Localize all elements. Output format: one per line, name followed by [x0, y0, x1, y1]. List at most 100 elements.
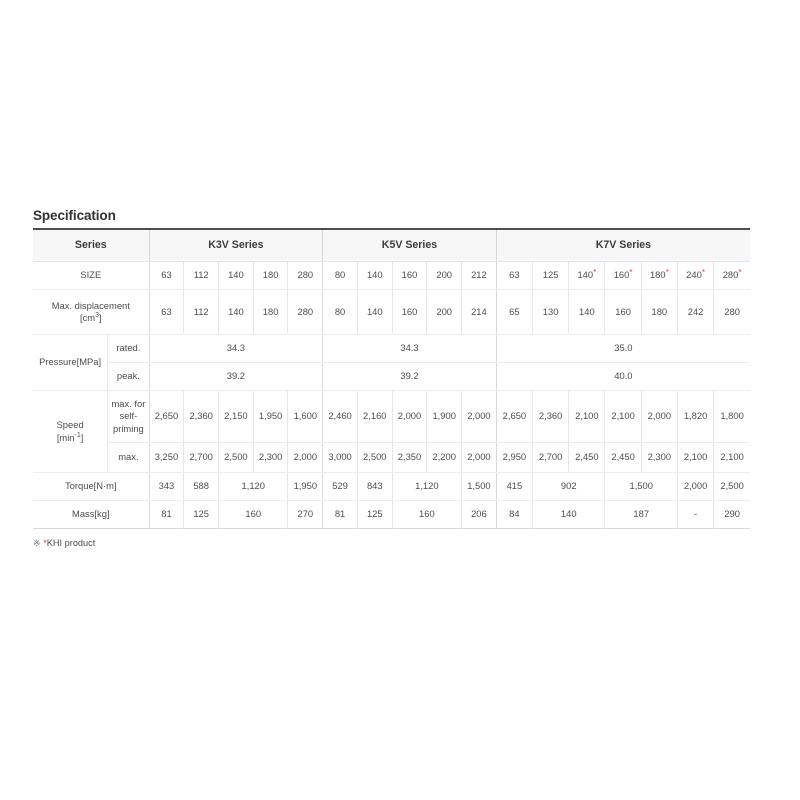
cell-maxdisp-k7v-5: 242 — [677, 289, 715, 335]
cell-maxdisp-k7v-0: 65 — [496, 289, 534, 335]
cell-maxdisp-k3v-0: 63 — [149, 289, 185, 335]
table-row-pressure-peak: peak. 39.2 39.2 40.0 — [33, 362, 750, 391]
page-title: Specification — [33, 208, 116, 223]
cell-speedsp-k5v-4: 2,000 — [461, 390, 497, 443]
khi-star-icon: * — [43, 538, 47, 548]
cell-size-k5v-0: 80 — [322, 261, 358, 290]
cell-torque-k5v-1: 843 — [357, 472, 393, 501]
cell-pressure-peak-k7v: 40.0 — [496, 362, 750, 391]
cell-size-k7v-5: 240* — [677, 261, 715, 290]
header-group-k7v: K7V Series — [496, 229, 750, 262]
reference-mark-icon: ※ — [33, 538, 41, 548]
specification-section: Specification Series K3V Series K5V Seri… — [33, 208, 750, 549]
footnote: ※ *KHI product — [33, 538, 750, 549]
cell-speedsp-k5v-0: 2,460 — [322, 390, 358, 443]
cell-mass-k5v-0: 81 — [322, 500, 358, 529]
cell-mass-k3v-2: 160 — [218, 500, 289, 529]
cell-torque-k3v-3: 1,950 — [287, 472, 324, 501]
row-sublabel-speed-max: max. — [107, 442, 150, 473]
cell-mass-k5v-1: 125 — [357, 500, 393, 529]
cell-size-k7v-2: 140* — [568, 261, 606, 290]
cell-speedmax-k3v-3: 2,300 — [253, 442, 289, 473]
cell-maxdisp-k3v-3: 180 — [253, 289, 289, 335]
header-corner-series: Series — [33, 229, 150, 262]
cell-speedsp-k7v-4: 2,000 — [641, 390, 678, 443]
row-label-torque: Torque[N·m] — [33, 472, 150, 501]
cell-mass-k7v-1: 140 — [532, 500, 606, 529]
cell-speedmax-k3v-2: 2,500 — [218, 442, 254, 473]
cell-size-k3v-4: 280 — [287, 261, 324, 290]
table-row-pressure-rated: Pressure[MPa] rated. 34.3 34.3 35.0 — [33, 334, 750, 391]
cell-size-k5v-2: 160 — [392, 261, 428, 290]
footnote-text: KHI product — [46, 538, 96, 548]
cell-pressure-rated-k7v: 35.0 — [496, 334, 750, 363]
cell-mass-k7v-3: - — [677, 500, 715, 529]
cell-maxdisp-k3v-2: 140 — [218, 289, 254, 335]
cell-speedmax-k7v-0: 2,950 — [496, 442, 534, 473]
cell-pressure-rated-k3v: 34.3 — [149, 334, 324, 363]
cell-speedmax-k5v-2: 2,350 — [392, 442, 428, 473]
cell-mass-k5v-3: 206 — [461, 500, 497, 529]
row-label-pressure: Pressure[MPa] — [33, 334, 109, 391]
cell-size-k7v-4: 180* — [641, 261, 678, 290]
table-row-mass: Mass[kg] 81 125 160 270 81 125 160 206 8… — [33, 500, 750, 529]
cell-speedmax-k5v-4: 2,000 — [461, 442, 497, 473]
cell-speedmax-k3v-4: 2,000 — [287, 442, 324, 473]
khi-star-icon: * — [665, 268, 669, 278]
cell-speedsp-k5v-1: 2,160 — [357, 390, 393, 443]
cell-mass-k7v-0: 84 — [496, 500, 534, 529]
cell-speedmax-k7v-2: 2,450 — [568, 442, 606, 473]
cell-torque-k3v-0: 343 — [149, 472, 185, 501]
khi-star-icon: * — [593, 268, 597, 278]
row-label-max-displacement: Max. displacement [cm3] — [33, 289, 150, 335]
cell-size-k5v-4: 212 — [461, 261, 497, 290]
cell-maxdisp-k7v-6: 280 — [713, 289, 750, 335]
cell-speedsp-k3v-2: 2,150 — [218, 390, 254, 443]
cell-speedsp-k7v-3: 2,100 — [604, 390, 642, 443]
cell-speedsp-k7v-5: 1,820 — [677, 390, 715, 443]
cell-maxdisp-k7v-3: 160 — [604, 289, 642, 335]
cell-speedsp-k3v-3: 1,950 — [253, 390, 289, 443]
cell-mass-k7v-2: 187 — [604, 500, 678, 529]
cell-speedmax-k7v-1: 2,700 — [532, 442, 570, 473]
cell-torque-k7v-3: 2,000 — [677, 472, 715, 501]
cell-speedsp-k5v-3: 1,900 — [426, 390, 463, 443]
cell-torque-k7v-0: 415 — [496, 472, 534, 501]
table-row-torque: Torque[N·m] 343 588 1,120 1,950 529 843 … — [33, 472, 750, 501]
header-group-k5v: K5V Series — [322, 229, 497, 262]
cell-speedmax-k7v-5: 2,100 — [677, 442, 715, 473]
cell-maxdisp-k5v-1: 140 — [357, 289, 393, 335]
cell-speedsp-k5v-2: 2,000 — [392, 390, 428, 443]
cell-maxdisp-k3v-1: 112 — [183, 289, 220, 335]
cell-mass-k7v-4: 290 — [724, 508, 740, 520]
row-label-size: SIZE — [33, 261, 150, 290]
table-row-max-displacement: Max. displacement [cm3] 63 112 140 180 2… — [33, 289, 750, 335]
khi-star-icon: * — [738, 268, 742, 278]
cell-torque-k5v-2: 1,120 — [392, 472, 463, 501]
cell-size-k3v-2: 140 — [218, 261, 254, 290]
cell-speedsp-k7v-1: 2,360 — [532, 390, 570, 443]
khi-star-icon: * — [629, 268, 633, 278]
cell-maxdisp-k3v-4: 280 — [287, 289, 324, 335]
cell-size-k7v-3: 160* — [604, 261, 642, 290]
cell-pressure-rated-k5v: 34.3 — [322, 334, 497, 363]
cell-maxdisp-k7v-1: 130 — [532, 289, 570, 335]
cell-torque-k7v-4: 2,500 — [713, 472, 750, 501]
table-row-size: SIZE 63 112 140 180 280 80 140 160 200 2… — [33, 261, 750, 290]
cell-torque-k3v-2: 1,120 — [218, 472, 289, 501]
cell-mass-k5v-2: 160 — [392, 500, 463, 529]
cell-torque-k7v-1: 902 — [532, 472, 606, 501]
header-group-k3v: K3V Series — [149, 229, 324, 262]
cell-speedsp-k3v-0: 2,650 — [149, 390, 185, 443]
cell-size-k7v-0: 63 — [496, 261, 534, 290]
cell-maxdisp-k5v-4: 214 — [461, 289, 497, 335]
cell-torque-k3v-1: 588 — [183, 472, 220, 501]
cell-pressure-peak-k3v: 39.2 — [149, 362, 324, 391]
cell-size-k7v-1: 125 — [532, 261, 570, 290]
table-row-speed-self-priming: Speed [min-1] max. for self-priming 2,65… — [33, 390, 750, 473]
cell-maxdisp-k5v-0: 80 — [322, 289, 358, 335]
cell-mass-k3v-1: 125 — [183, 500, 220, 529]
cell-speedmax-k7v-4: 2,300 — [641, 442, 678, 473]
cell-speedmax-k5v-0: 3,000 — [322, 442, 358, 473]
cell-pressure-peak-k5v: 39.2 — [322, 362, 497, 391]
